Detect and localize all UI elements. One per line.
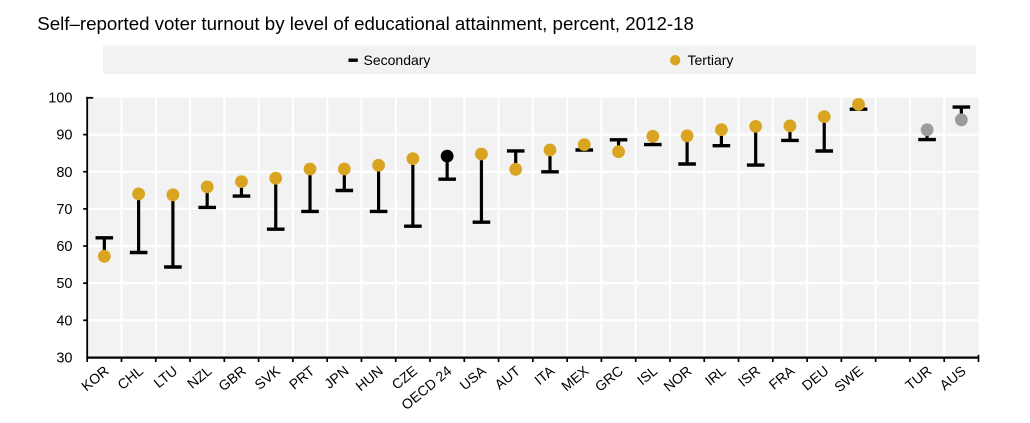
svg-text:50: 50	[56, 276, 72, 292]
svg-text:Tertiary: Tertiary	[688, 52, 734, 68]
svg-text:90: 90	[56, 128, 72, 144]
svg-text:Secondary: Secondary	[364, 52, 431, 68]
svg-text:60: 60	[56, 239, 72, 255]
svg-text:30: 30	[56, 351, 72, 367]
svg-text:40: 40	[56, 313, 72, 329]
svg-text:100: 100	[48, 91, 72, 107]
svg-text:70: 70	[56, 202, 72, 218]
svg-text:Self–reported voter turnout by: Self–reported voter turnout by level of …	[37, 13, 694, 34]
svg-text:80: 80	[56, 165, 72, 181]
